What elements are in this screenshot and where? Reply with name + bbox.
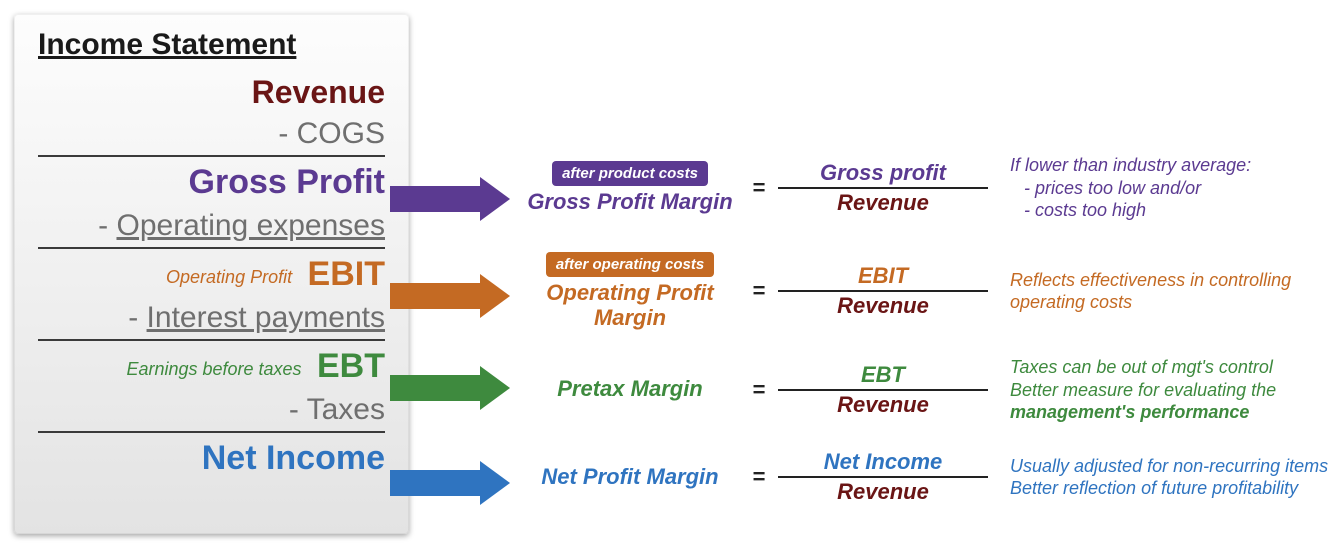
fraction-denominator: Revenue: [837, 480, 929, 504]
metric-row-operating: after operating costs Operating Profit Ma…: [520, 252, 1336, 330]
metric-fraction: Net Income Revenue: [778, 450, 988, 504]
metric-name: Gross Profit Margin: [520, 190, 740, 215]
metric-badge: after product costs: [552, 161, 708, 186]
fraction-bar: [778, 389, 988, 391]
fraction-numerator: Gross profit: [820, 161, 946, 185]
statement-line: Net Income: [38, 431, 385, 481]
statement-line: - Interest payments: [38, 297, 385, 337]
metric-row-gross: after product costs Gross Profit Margin = G…: [520, 154, 1336, 222]
fraction-numerator: EBIT: [858, 264, 908, 288]
metric-badge: after operating costs: [546, 252, 714, 277]
metric-name-cell: after product costs Gross Profit Margin: [520, 161, 740, 215]
statement-line: - Operating expenses: [38, 205, 385, 245]
equals-sign: =: [748, 175, 770, 201]
fraction-denominator: Revenue: [837, 294, 929, 318]
metric-name-cell: Pretax Margin: [520, 377, 740, 402]
income-statement-card: Income Statement Revenue- COGSGross Prof…: [14, 14, 409, 534]
equals-sign: =: [748, 278, 770, 304]
metric-name: Pretax Margin: [520, 377, 740, 402]
metric-name: Operating Profit Margin: [520, 281, 740, 330]
card-title: Income Statement: [38, 28, 385, 62]
fraction-denominator: Revenue: [837, 393, 929, 417]
blue-arrow: [390, 463, 510, 503]
metric-row-pretax: Pretax Margin = EBT Revenue Taxes can be out…: [520, 356, 1336, 424]
purple-arrow: [390, 179, 510, 219]
statement-line: - COGS: [38, 113, 385, 153]
metric-commentary: Usually adjusted for non-recurring items…: [996, 455, 1336, 500]
fraction-bar: [778, 187, 988, 189]
metric-fraction: EBT Revenue: [778, 363, 988, 417]
fraction-bar: [778, 290, 988, 292]
metric-commentary: Taxes can be out of mgt's controlBetter …: [996, 356, 1336, 424]
statement-line: Gross Profit: [38, 155, 385, 205]
metric-name-cell: after operating costs Operating Profit Ma…: [520, 252, 740, 330]
metric-row-net: Net Profit Margin = Net Income Revenue Usual…: [520, 450, 1336, 504]
fraction-numerator: EBT: [861, 363, 905, 387]
fraction-bar: [778, 476, 988, 478]
metric-commentary: Reflects effectiveness in controlling op…: [996, 269, 1336, 314]
statement-rows: Revenue- COGSGross Profit- Operating exp…: [38, 70, 385, 481]
metric-name: Net Profit Margin: [520, 465, 740, 490]
fraction-denominator: Revenue: [837, 191, 929, 215]
equals-sign: =: [748, 377, 770, 403]
metric-fraction: EBIT Revenue: [778, 264, 988, 318]
orange-arrow: [390, 276, 510, 316]
statement-line: Earnings before taxes EBT: [38, 339, 385, 389]
fraction-numerator: Net Income: [824, 450, 943, 474]
metric-fraction: Gross profit Revenue: [778, 161, 988, 215]
statement-line: Operating Profit EBIT: [38, 247, 385, 297]
metric-commentary: If lower than industry average:prices to…: [996, 154, 1336, 222]
metric-name-cell: Net Profit Margin: [520, 465, 740, 490]
statement-line: - Taxes: [38, 389, 385, 429]
green-arrow: [390, 368, 510, 408]
equals-sign: =: [748, 464, 770, 490]
statement-line: Revenue: [38, 70, 385, 113]
